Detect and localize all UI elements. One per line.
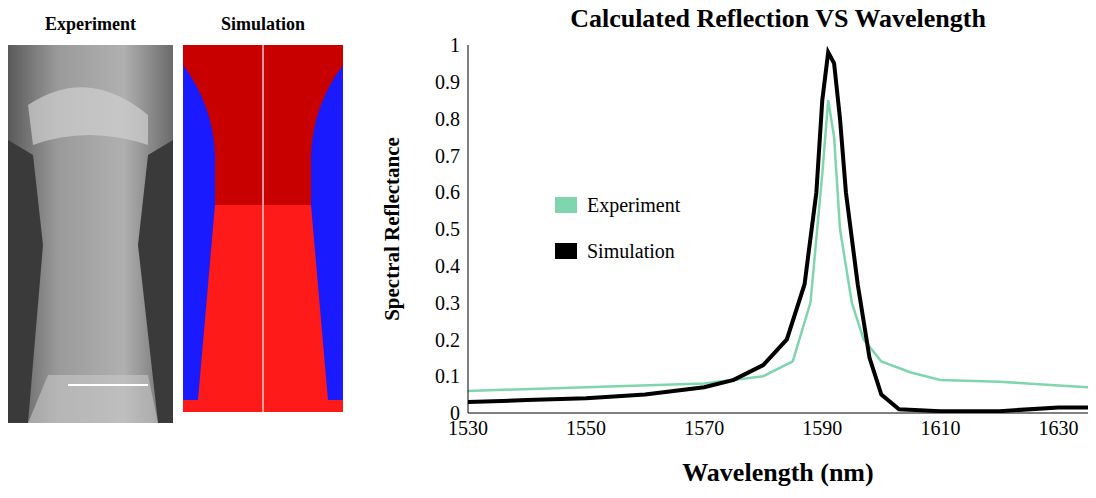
svg-text:1610: 1610 <box>920 417 960 439</box>
svg-text:1530: 1530 <box>448 417 488 440</box>
svg-text:0.4: 0.4 <box>435 255 460 277</box>
svg-text:1570: 1570 <box>684 417 724 439</box>
svg-text:Spectral Reflectance: Spectral Reflectance <box>380 137 404 321</box>
svg-text:0.2: 0.2 <box>435 329 460 351</box>
svg-text:0.3: 0.3 <box>435 292 460 314</box>
svg-text:1: 1 <box>450 34 460 56</box>
svg-text:0.5: 0.5 <box>435 218 460 240</box>
svg-text:0: 0 <box>450 402 460 424</box>
html-text:Calculated Reflection VS Wavel: Calculated Reflection VS Wavelength <box>570 4 986 33</box>
svg-text:1550: 1550 <box>566 417 606 439</box>
svg-text:0.9: 0.9 <box>435 71 460 93</box>
svg-text:1590: 1590 <box>802 417 842 439</box>
html-text:Simulation: Simulation <box>221 14 305 34</box>
svg-text:0.1: 0.1 <box>435 365 460 387</box>
svg-text:Wavelength (nm): Wavelength (nm) <box>682 458 873 487</box>
svg-text:0.7: 0.7 <box>435 145 460 167</box>
svg-text:1630: 1630 <box>1038 417 1078 439</box>
html-text:Simulation: Simulation <box>587 239 675 262</box>
svg-text:0.8: 0.8 <box>435 108 460 130</box>
html-text:Experiment: Experiment <box>587 193 681 216</box>
html-text:Experiment: Experiment <box>45 14 136 34</box>
svg-text:0.6: 0.6 <box>435 181 460 203</box>
